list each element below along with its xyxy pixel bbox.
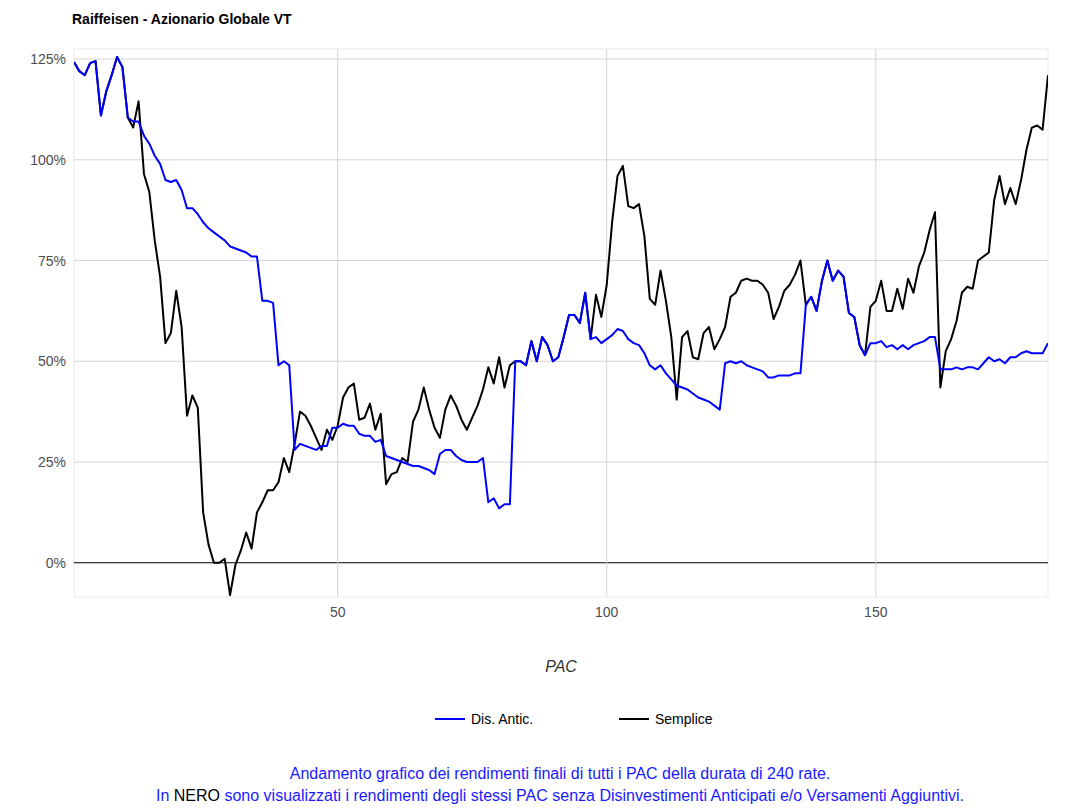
y-tick-label: 25% [38, 454, 66, 470]
plot-frame [74, 49, 1048, 597]
chart: Raiffeisen - Azionario Globale VT 0% 25% 50… [0, 0, 1089, 811]
legend-swatch [435, 718, 465, 720]
caption-highlight: NERO [174, 787, 220, 804]
caption: Andamento grafico dei rendimenti finali … [290, 765, 830, 782]
x-tick-label: 50 [330, 604, 346, 620]
x-tick-label: 150 [864, 604, 888, 620]
grid-line [74, 361, 1048, 362]
grid-line [606, 49, 607, 597]
grid-line [74, 159, 1048, 160]
x-tick-label: 100 [595, 604, 619, 620]
grid-line [74, 462, 1048, 463]
title: Raiffeisen - Azionario Globale VT [72, 11, 292, 27]
caption: In NERO sono visualizzati i rendimenti d… [156, 787, 964, 804]
legend: Dis. Antic. Semplice [435, 711, 713, 727]
y-tick-label: 75% [38, 253, 66, 269]
legend-swatch [619, 718, 649, 720]
caption-part: sono visualizzati i rendimenti degli ste… [220, 787, 964, 804]
legend-label: Semplice [655, 711, 713, 727]
y-tick-label: 0% [46, 555, 66, 571]
y-tick-label: 50% [38, 353, 66, 369]
x-axis-label: PAC [545, 658, 577, 675]
grid-line [875, 49, 876, 597]
y-tick-label: 125% [30, 51, 66, 67]
series-line [74, 57, 1048, 508]
grid-line [337, 49, 338, 597]
y-tick-label: 100% [30, 152, 66, 168]
caption-part: In [156, 787, 174, 804]
lines [74, 57, 1048, 595]
grid-line [74, 260, 1048, 261]
series-line [74, 57, 1048, 595]
grid-line [74, 59, 1048, 60]
legend-label: Dis. Antic. [471, 711, 533, 727]
